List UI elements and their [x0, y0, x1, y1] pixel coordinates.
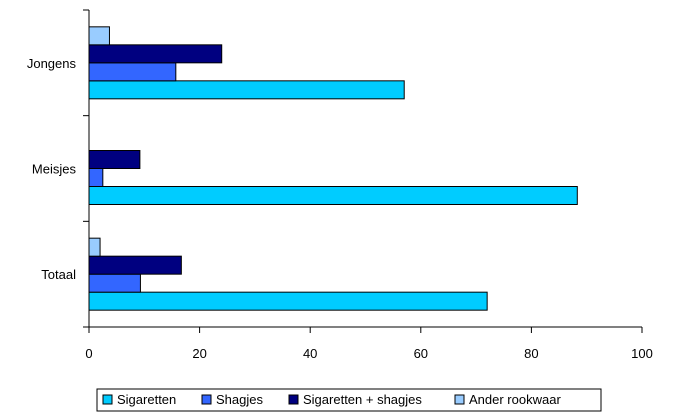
- bar-meisjes-1: [88, 168, 104, 187]
- legend-swatch-0: [102, 394, 113, 405]
- y-tick-label: Jongens: [27, 56, 77, 71]
- legend-swatch-2: [288, 394, 299, 405]
- bars-layer: [88, 26, 578, 311]
- legend-label-0: Sigaretten: [117, 392, 176, 407]
- bar-totaal-3: [88, 237, 101, 257]
- bar-meisjes-0: [88, 186, 578, 205]
- legend-swatch-3: [454, 394, 465, 405]
- legend-label-2: Sigaretten + shagjes: [303, 392, 422, 407]
- legend-label-1: Shagjes: [216, 392, 263, 407]
- legend-swatch-1: [201, 394, 212, 405]
- y-tick-label: Meisjes: [32, 162, 77, 177]
- legend-label-3: Ander rookwaar: [469, 392, 561, 407]
- x-tick-label: 60: [414, 346, 428, 361]
- bar-totaal-0: [88, 291, 488, 311]
- bar-jongens-0: [88, 80, 405, 100]
- x-tick-label: 20: [192, 346, 206, 361]
- x-tick-label: 80: [524, 346, 538, 361]
- ticks-layer: Jongens Meisjes Totaal 0 20 40 60 80 100: [27, 56, 653, 361]
- x-tick-label: 40: [303, 346, 317, 361]
- bar-totaal-1: [88, 273, 141, 293]
- y-tick-label: Totaal: [41, 267, 76, 282]
- bar-jongens-2: [88, 44, 223, 64]
- bar-jongens-3: [88, 26, 110, 46]
- legend: Sigaretten Shagjes Sigaretten + shagjes And…: [96, 388, 602, 412]
- legend-box: [96, 388, 602, 412]
- bar-meisjes-2: [88, 150, 141, 169]
- x-tick-label: 0: [85, 346, 92, 361]
- x-tick-label: 100: [631, 346, 653, 361]
- axes-layer: [83, 9, 643, 333]
- bar-totaal-2: [88, 255, 182, 275]
- bar-jongens-1: [88, 62, 177, 82]
